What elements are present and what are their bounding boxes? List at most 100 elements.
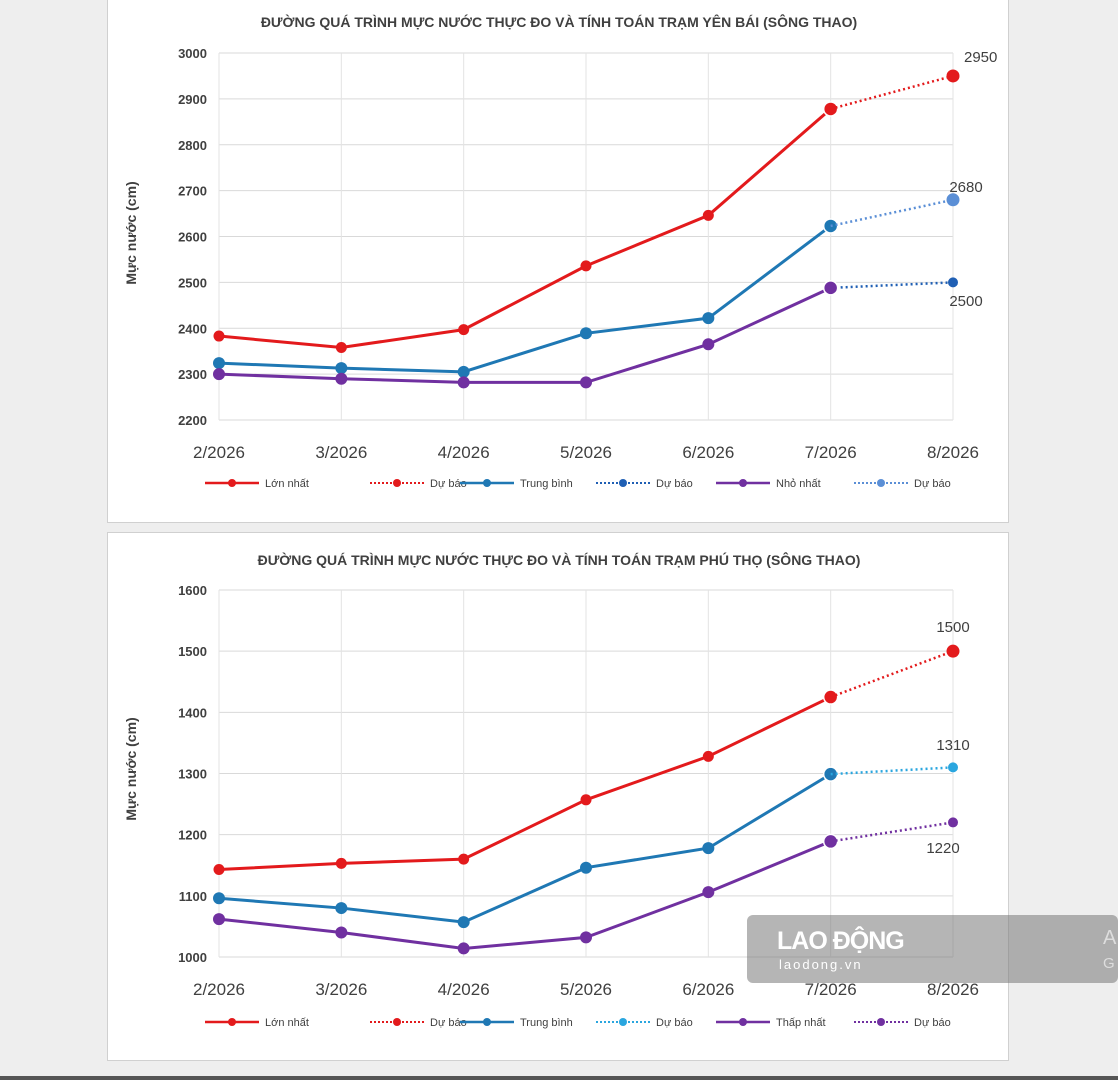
legend-label: Dự báo (430, 478, 467, 490)
data-point (335, 857, 347, 869)
data-point (702, 209, 714, 221)
data-point (335, 902, 348, 915)
data-point (580, 376, 592, 389)
data-point (580, 327, 592, 340)
legend-label: Dự báo (914, 478, 951, 490)
chart-yen-bai: ĐƯỜNG QUÁ TRÌNH MỰC NƯỚC THỰC ĐO VÀ TÍNH… (123, 13, 997, 490)
data-point (702, 338, 715, 351)
series-line-forecast (830, 821, 954, 843)
x-tick-label: 8/2026 (927, 443, 979, 462)
x-tick-label: 3/2026 (315, 980, 367, 999)
watermark-edge-letter: G (1103, 955, 1115, 972)
annotation-2500: 2500 (949, 293, 982, 310)
watermark-edge-letter: A (1103, 927, 1117, 949)
data-point (213, 892, 225, 905)
y-axis-label: Mực nước (cm) (123, 181, 139, 284)
data-point (580, 794, 592, 806)
y-tick-label: 1000 (178, 950, 207, 965)
series-line-forecast (830, 766, 954, 776)
legend-marker (877, 479, 885, 487)
data-point (822, 766, 839, 782)
x-tick-label: 5/2026 (560, 980, 612, 999)
annotation-1220: 1220 (926, 840, 959, 857)
y-tick-label: 2500 (178, 275, 207, 290)
data-point (457, 376, 470, 389)
y-tick-label: 2700 (178, 184, 207, 199)
chart-phu-tho: ĐƯỜNG QUÁ TRÌNH MỰC NƯỚC THỰC ĐO VÀ TÍNH… (123, 551, 979, 1029)
data-point-forecast (948, 817, 958, 828)
y-tick-label: 1600 (178, 583, 207, 598)
legend-marker (483, 479, 491, 487)
data-point (580, 260, 592, 272)
y-tick-label: 1400 (178, 705, 207, 720)
data-point (822, 689, 839, 705)
legend-marker (619, 479, 627, 487)
legend-label: Nhỏ nhất (776, 478, 821, 490)
y-tick-label: 2800 (178, 138, 207, 153)
data-point (580, 861, 592, 874)
annotation-2950: 2950 (964, 49, 997, 66)
x-tick-label: 6/2026 (682, 980, 734, 999)
series-line (218, 840, 832, 950)
data-point (580, 931, 592, 944)
laodong-watermark: LAO ĐỘNG laodong.vn A G (747, 915, 1118, 983)
legend-label: Trung bình (520, 1017, 573, 1029)
data-point (702, 312, 715, 325)
data-point (457, 365, 470, 378)
legend-marker (619, 1018, 627, 1026)
legend-label: Lớn nhất (265, 478, 309, 490)
data-point (822, 833, 839, 850)
data-point (213, 864, 225, 876)
x-tick-label: 2/2026 (193, 980, 245, 999)
series-line (218, 772, 832, 924)
y-tick-label: 2300 (178, 367, 207, 382)
legend-marker (393, 479, 401, 487)
data-point (457, 942, 470, 955)
legend-label: Trung bình (520, 478, 573, 490)
x-tick-label: 7/2026 (805, 443, 857, 462)
data-point-forecast (948, 762, 958, 773)
legend-label: Dự báo (656, 1017, 693, 1029)
y-tick-label: 2600 (178, 230, 207, 245)
data-point (458, 324, 470, 336)
legend-label: Thấp nhất (776, 1017, 826, 1029)
legend-marker (393, 1018, 401, 1026)
y-tick-label: 1200 (178, 828, 207, 843)
x-tick-label: 8/2026 (927, 980, 979, 999)
legend-label: Dự báo (656, 478, 693, 490)
watermark-url: laodong.vn (779, 957, 863, 972)
data-point-forecast (946, 193, 960, 207)
data-point (335, 926, 348, 939)
data-point (335, 372, 348, 385)
legend-label: Dự báo (914, 1017, 951, 1029)
legend-marker (739, 479, 747, 487)
x-tick-label: 4/2026 (438, 443, 490, 462)
chart-title: ĐƯỜNG QUÁ TRÌNH MỰC NƯỚC THỰC ĐO VÀ TÍNH… (261, 13, 857, 30)
x-tick-label: 3/2026 (315, 443, 367, 462)
y-tick-label: 1100 (179, 889, 207, 904)
data-point (702, 750, 714, 762)
annotation-2680: 2680 (949, 179, 982, 196)
series-line-forecast (830, 281, 954, 290)
series-line (218, 695, 832, 872)
data-point (213, 357, 225, 370)
series-line-forecast (830, 74, 954, 111)
annotation-1310: 1310 (936, 737, 969, 754)
data-point (213, 330, 225, 342)
x-tick-label: 7/2026 (805, 980, 857, 999)
series-line (218, 286, 832, 384)
watermark-logo: LAO ĐỘNG (777, 927, 905, 955)
y-axis-label: Mực nước (cm) (123, 717, 139, 820)
y-tick-label: 3000 (178, 46, 207, 61)
data-point (335, 342, 347, 354)
data-point (458, 853, 470, 865)
series-line-forecast (830, 649, 954, 699)
data-point-forecast (946, 69, 960, 83)
data-point (213, 913, 225, 926)
data-point-forecast (948, 277, 958, 288)
legend-marker (228, 1018, 236, 1026)
legend-marker (877, 1018, 885, 1026)
x-tick-label: 2/2026 (193, 443, 245, 462)
x-tick-label: 4/2026 (438, 980, 490, 999)
data-point (457, 916, 470, 929)
